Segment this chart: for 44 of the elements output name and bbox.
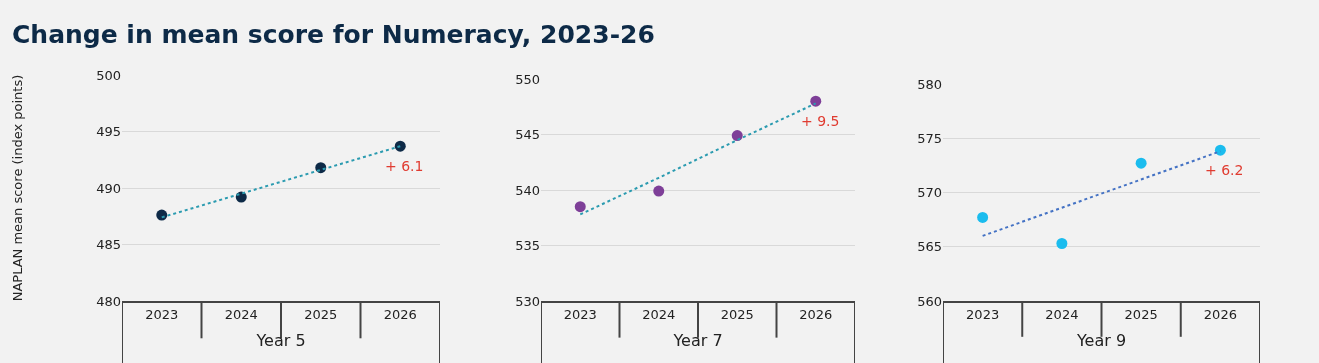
y-tick-label: 550	[515, 71, 540, 87]
y-tick-label: 570	[917, 185, 942, 201]
point	[731, 130, 743, 142]
y-tick-label: 495	[96, 124, 121, 140]
y-tick-label: 530	[515, 293, 540, 309]
x-tick-label: 2023	[145, 306, 179, 322]
point	[1214, 144, 1226, 156]
point	[1135, 157, 1147, 169]
x-tick-label: 2025	[304, 306, 338, 322]
y-tick-label: 500	[96, 67, 121, 83]
y-tick-label: 540	[515, 182, 540, 198]
x-tick-label: 2026	[799, 306, 833, 322]
point	[574, 201, 586, 213]
y-tick-label: 485	[96, 237, 121, 253]
y-tick-label: 580	[917, 76, 942, 92]
y-tick-label: 545	[515, 127, 540, 143]
x-axis-title: Year 7	[672, 330, 723, 350]
y-tick-label: 560	[917, 293, 942, 309]
y-tick-label: 490	[96, 180, 121, 196]
x-tick-label: 2023	[563, 306, 597, 322]
x-tick-label: 2025	[720, 306, 754, 322]
y-tick-label: 575	[917, 130, 942, 146]
x-axis-title: Year 5	[255, 330, 306, 350]
point	[1056, 238, 1068, 249]
point	[653, 185, 665, 197]
annotation: + 9.5	[801, 113, 840, 129]
x-tick-label: 2026	[1203, 306, 1237, 322]
x-tick-label: 2026	[383, 306, 417, 322]
chart-title: Change in mean score for Numeracy, 2023-26	[12, 20, 655, 49]
x-tick-label: 2023	[966, 306, 1000, 322]
x-axis-title: Year 9	[1075, 330, 1127, 350]
y-tick-label: 480	[96, 293, 121, 309]
x-tick-label: 2024	[642, 306, 676, 322]
point	[394, 140, 406, 152]
x-tick-label: 2024	[1045, 306, 1079, 322]
y-axis-title: NAPLAN mean score (index points)	[10, 74, 26, 302]
y-tick-label: 535	[515, 238, 540, 254]
annotation: + 6.2	[1205, 162, 1244, 178]
x-tick-label: 2025	[1124, 306, 1158, 322]
x-tick-label: 2024	[224, 306, 258, 322]
point	[977, 211, 989, 223]
annotation: + 6.1	[385, 158, 424, 174]
point	[810, 95, 822, 107]
y-tick-label: 565	[917, 239, 942, 255]
